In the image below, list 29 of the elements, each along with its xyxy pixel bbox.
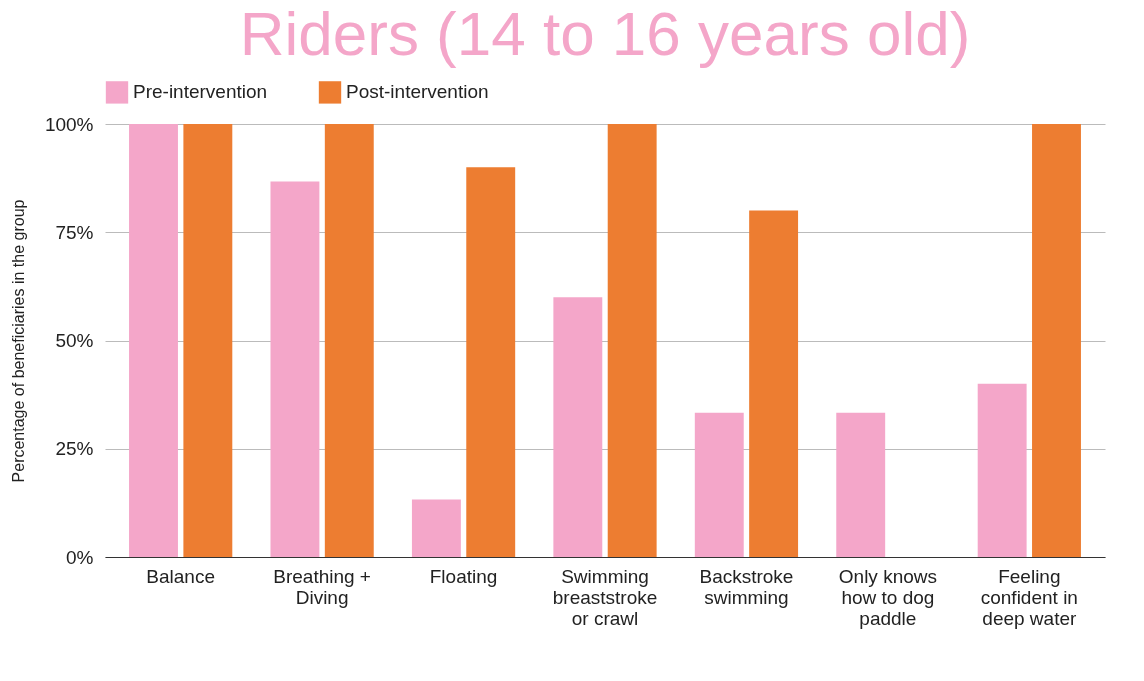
x-tick-label: Swimming breaststroke or crawl <box>552 565 658 629</box>
bar <box>183 124 233 557</box>
legend-label: Post-intervention <box>346 81 489 103</box>
bar <box>270 181 320 557</box>
y-tick-label: 50% <box>55 330 94 351</box>
bar <box>466 167 516 557</box>
legend-label: Pre-intervention <box>133 81 268 103</box>
y-axis-title: Percentage of beneficiaries in the group <box>9 199 27 483</box>
x-tick-label: Feeling confident in deep water <box>980 565 1078 629</box>
bar <box>836 412 886 557</box>
chart-title: Riders (14 to 16 years old) <box>239 0 971 68</box>
x-tick-label: Only knows how to dog paddle <box>838 565 937 629</box>
bar <box>749 210 799 557</box>
x-tick-label: Breathing + Diving <box>273 565 371 608</box>
bar <box>1032 124 1081 557</box>
bar <box>129 124 178 557</box>
x-tick-label: Floating <box>429 565 498 587</box>
bar <box>607 124 657 557</box>
y-tick-label: 0% <box>66 546 94 568</box>
y-tick-label: 100% <box>44 113 94 135</box>
bar <box>324 124 374 557</box>
y-tick-label: 75% <box>55 221 94 243</box>
y-tick-label: 25% <box>55 438 94 460</box>
bar <box>694 412 744 557</box>
x-tick-label: Backstroke swimming <box>699 565 794 608</box>
bar <box>411 499 461 557</box>
bar <box>553 297 603 557</box>
x-tick-label: Balance <box>146 565 216 587</box>
bar <box>977 383 1027 557</box>
